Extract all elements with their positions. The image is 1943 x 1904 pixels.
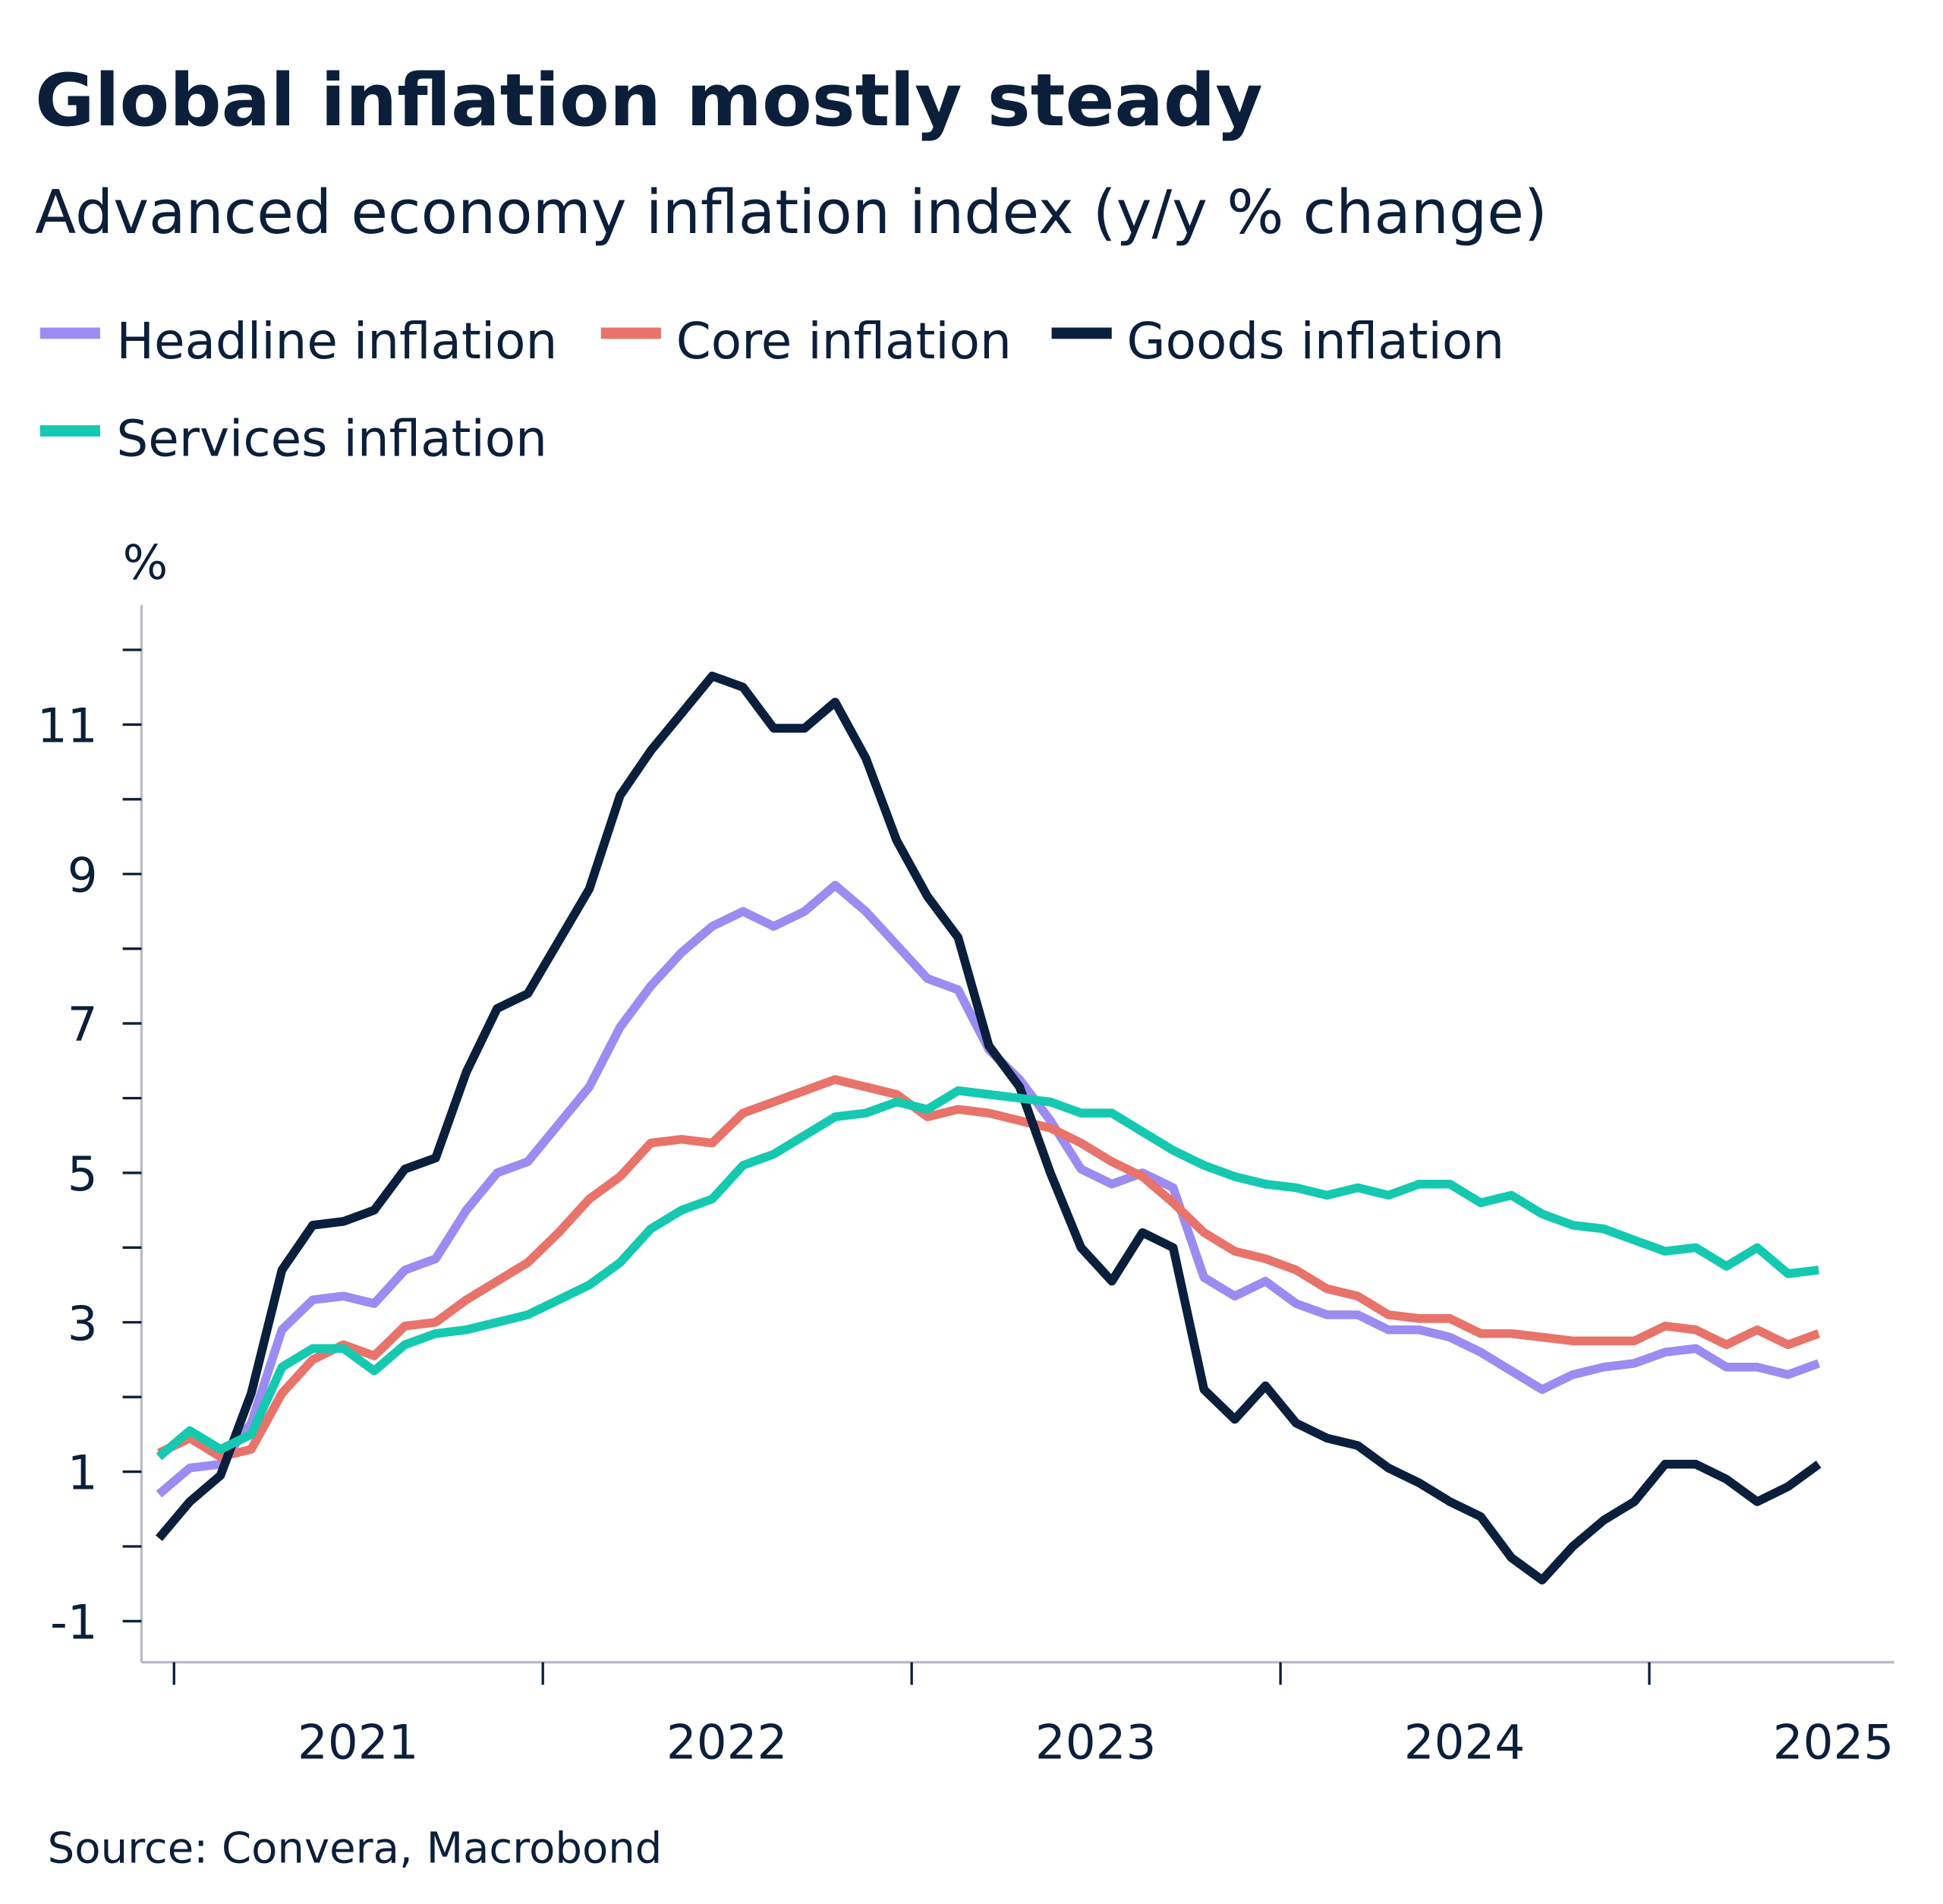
series-lines	[156, 671, 1822, 1585]
legend-label-goods: Goods inflation	[1127, 312, 1504, 370]
chart-subtitle: Advanced economy inflation index (y/y % …	[35, 178, 1548, 247]
series-line-core-inflation	[156, 1075, 1821, 1461]
x-tick-label: 2022	[666, 1715, 788, 1770]
y-ticks: -1 1 3 5 7 9 11	[37, 648, 142, 1650]
legend-item-core: Core inflation	[600, 312, 1012, 370]
legend: Headline inflation Core inflation Goods …	[39, 312, 1504, 468]
y-tick-label: 9	[68, 847, 98, 903]
source-note: Source: Convera, Macrobond	[48, 1824, 663, 1874]
chart-title: Global inflation mostly steady	[35, 58, 1263, 143]
y-tick-label: 11	[37, 698, 98, 754]
legend-item-services: Services inflation	[39, 410, 547, 468]
y-tick-label: 5	[68, 1146, 98, 1202]
series-line-goods-inflation	[156, 671, 1822, 1585]
legend-label-services: Services inflation	[116, 410, 547, 468]
x-tick-label: 2023	[1035, 1715, 1157, 1770]
y-tick-label: 1	[68, 1445, 98, 1501]
x-tick-label: 2021	[298, 1715, 419, 1770]
x-tick-label: 2025	[1773, 1715, 1894, 1770]
legend-label-core: Core inflation	[676, 312, 1012, 370]
x-ticks: 2021 2022 2023 2024 2025	[172, 1662, 1894, 1770]
series-line-services-inflation	[156, 1086, 1819, 1461]
legend-item-headline: Headline inflation	[39, 312, 557, 370]
legend-item-goods: Goods inflation	[1051, 312, 1504, 370]
y-axis-unit: %	[123, 534, 168, 590]
y-tick-label: 3	[68, 1296, 98, 1351]
y-tick-label: 7	[68, 997, 98, 1052]
series-line-headline-inflation	[156, 881, 1821, 1498]
legend-label-headline: Headline inflation	[116, 312, 557, 370]
y-tick-label: -1	[50, 1595, 98, 1650]
x-tick-label: 2024	[1404, 1715, 1526, 1770]
